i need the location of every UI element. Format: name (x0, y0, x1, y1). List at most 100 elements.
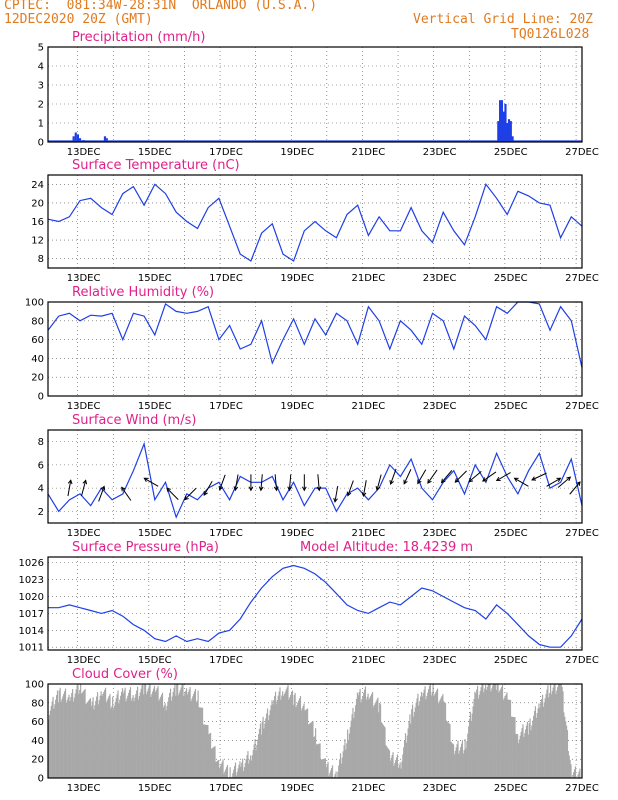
wind-arrow (376, 474, 382, 491)
cloud-bar (153, 688, 155, 778)
cloud-bar (150, 696, 152, 778)
cloud-bar (250, 755, 252, 778)
panel-frame (47, 301, 583, 397)
cloud-bar (403, 747, 405, 778)
cloud-bar (393, 765, 395, 778)
cloud-bar (405, 742, 407, 778)
wind-arrow-head (258, 486, 264, 492)
cloud-bar (198, 707, 200, 778)
cloud-bar (193, 691, 196, 778)
y-tick-label: 8 (38, 254, 44, 265)
cloud-bar (511, 716, 513, 778)
cloud-bar (114, 701, 116, 778)
precip-bar (506, 123, 509, 142)
cloud-bar (264, 723, 266, 778)
cloud-bar (519, 735, 521, 778)
precip-bar (509, 121, 512, 142)
cloud-bar (478, 694, 480, 778)
cloud-bar (430, 695, 432, 778)
cloud-bar (533, 715, 535, 778)
cloud-bar (379, 702, 381, 778)
cloud-bar (412, 716, 415, 778)
cloud-bar (386, 746, 388, 778)
cloud-bar (388, 750, 391, 778)
x-tick-label: 25DEC (494, 273, 528, 284)
cloud-bar (129, 687, 132, 778)
cloud-bar (339, 759, 341, 778)
cloud-bar (320, 759, 322, 778)
panel-frame (47, 683, 583, 779)
cloud-bar (211, 748, 213, 778)
cloud-bar (248, 763, 250, 778)
cloud-bar (234, 762, 237, 778)
cloud-bar (296, 704, 298, 778)
cloud-bar (148, 685, 150, 778)
cloud-bar (468, 726, 470, 778)
cloud-bar (329, 773, 331, 778)
cloud-bar (381, 723, 383, 778)
cloud-bar (246, 755, 248, 778)
y-tick-label: 1017 (19, 609, 44, 620)
cloud-bar (347, 729, 349, 778)
cloud-bar (550, 694, 553, 778)
cloud-bar (324, 758, 326, 778)
wind-arrow-head (333, 497, 338, 503)
cloud-bar (88, 699, 91, 778)
cloud-bar (290, 694, 292, 778)
cloud-bar (93, 709, 95, 778)
cloud-bar (169, 688, 172, 778)
cloud-bar (390, 757, 392, 778)
cloud-bar (341, 757, 343, 778)
cloud-bar (481, 684, 483, 778)
cloud-bar (444, 703, 447, 778)
cloud-bar (175, 695, 177, 778)
cloud-bar (79, 689, 81, 778)
cloud-bar (266, 713, 268, 778)
cloud-bar (493, 684, 496, 778)
cloud-bar (80, 684, 82, 778)
y-tick-label: 4 (38, 62, 44, 73)
cloud-bar (471, 713, 473, 778)
cloud-bar (360, 702, 362, 778)
cloud-bar (325, 767, 327, 778)
cloud-bar (223, 773, 225, 778)
y-tick-label: 6 (38, 460, 44, 471)
cloud-bar (166, 705, 168, 778)
cloud-bar (72, 701, 75, 778)
cloud-bar (447, 722, 449, 778)
cloud-bar (442, 694, 444, 778)
cloud-bar (263, 728, 265, 778)
cloud-bar (232, 773, 234, 778)
wind-arrow (496, 472, 511, 481)
cloud-bar (222, 759, 224, 778)
cloud-bar (80, 693, 83, 778)
x-tick-label: 25DEC (494, 655, 528, 666)
cloud-bar (126, 698, 128, 778)
cloud-bar (520, 731, 522, 778)
cloud-bar (573, 772, 575, 778)
wind-arrow (81, 480, 87, 496)
cloud-bar (161, 694, 163, 778)
cloud-bar (541, 699, 543, 778)
cloud-bar (304, 710, 306, 778)
cloud-bar (327, 761, 329, 778)
cloud-bar (275, 704, 278, 778)
cloud-bar (387, 747, 389, 778)
cloud-bar (505, 694, 507, 778)
cloud-bar (482, 684, 484, 778)
cloud-bar (498, 692, 500, 778)
cloud-bar (490, 691, 492, 778)
cloud-bar (557, 684, 560, 778)
cloud-bar (365, 699, 367, 778)
cloud-bar (56, 695, 58, 778)
y-tick-label: 2 (38, 100, 44, 111)
cloud-bar (454, 750, 456, 778)
wind-arrow-head (417, 479, 422, 485)
cloud-bar (104, 687, 107, 778)
cloud-bar (87, 701, 89, 778)
cloud-bar (314, 736, 316, 778)
cloud-bar (128, 692, 130, 778)
cloud-bar (536, 713, 538, 778)
precip-bar (103, 136, 107, 142)
cloud-bar (186, 694, 189, 778)
